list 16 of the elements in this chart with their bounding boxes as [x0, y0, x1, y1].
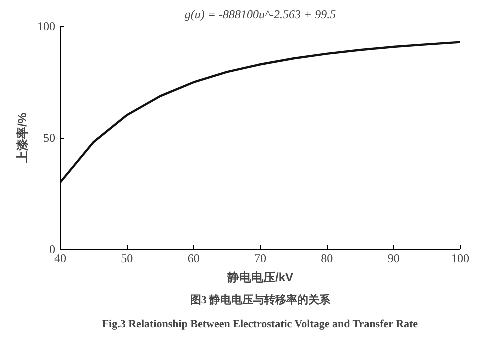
x-tick-label: 60 [188, 252, 200, 266]
x-tick-label: 80 [321, 252, 334, 266]
caption: 图3 静电电压与转移率的关系 [190, 294, 332, 306]
y-tick-label: 0 [50, 242, 56, 256]
x-tick-label: 90 [388, 252, 400, 266]
x-tick-label: 70 [254, 252, 266, 266]
y-tick-label: 100 [38, 20, 56, 34]
x-axis-title: 静电电压/kV [226, 270, 294, 284]
x-tick-label: 50 [121, 252, 134, 266]
y-tick-label: 50 [44, 131, 56, 145]
chart-title: g(u) = -888100u^-2.563 + 99.5 [184, 8, 336, 22]
y-axis-title: 上漆率/% [16, 112, 30, 164]
x-tick-label: 100 [452, 252, 470, 266]
line-series [60, 41, 460, 184]
caption: Fig.3 Relationship Between Electrostatic Voltage and Transfer Rate [102, 318, 418, 330]
x-tick-label: 40 [54, 252, 66, 266]
